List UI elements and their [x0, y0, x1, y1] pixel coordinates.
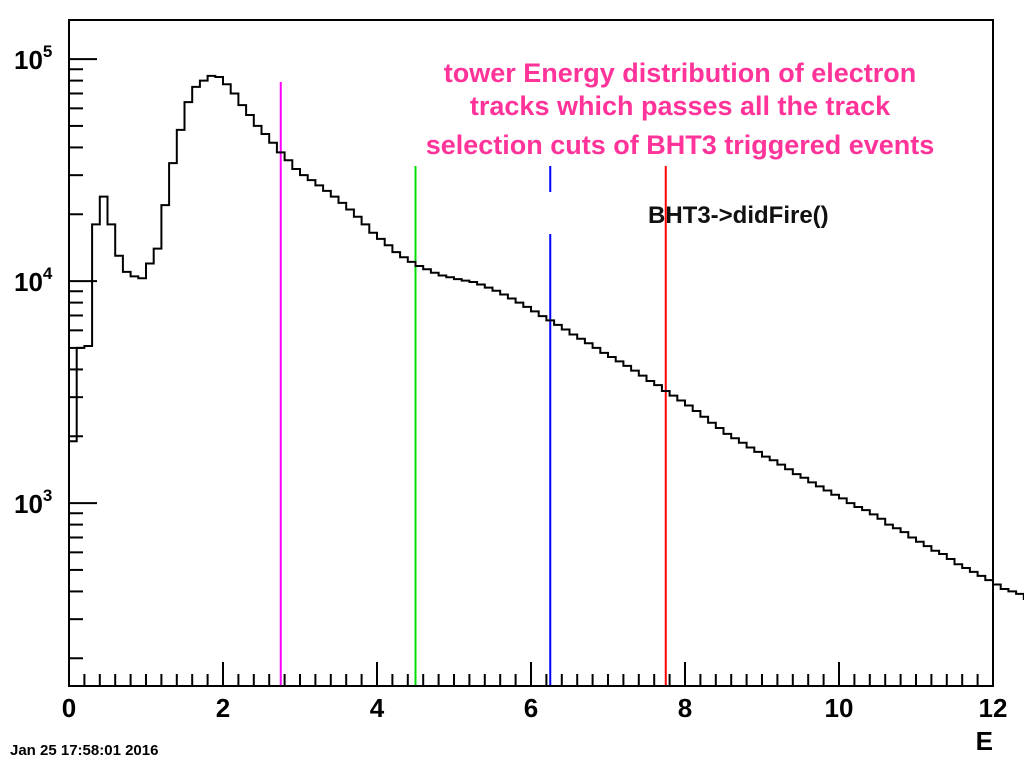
title-line-2: tracks which passes all the track	[470, 91, 891, 121]
timestamp: Jan 25 17:58:01 2016	[10, 742, 159, 759]
annotation-text: BHT3->didFire()	[648, 202, 829, 229]
axis-ticks	[68, 58, 994, 686]
cut-lines	[279, 82, 667, 686]
y-tick-labels: 103 104 105	[14, 42, 53, 519]
y-tick-label: 105	[14, 42, 52, 75]
x-tick-label: 8	[678, 693, 692, 723]
x-axis-label: E	[976, 726, 993, 756]
x-tick-label: 10	[825, 693, 854, 723]
x-tick-label: 0	[62, 693, 76, 723]
cut-line-gap	[547, 192, 554, 234]
title-line-3: selection cuts of BHT3 triggered events	[426, 130, 935, 160]
plot-frame	[68, 19, 994, 687]
x-tick-label: 4	[370, 693, 385, 723]
y-tick-label: 104	[14, 264, 53, 297]
y-tick-label: 103	[14, 486, 52, 519]
x-tick-label: 6	[524, 693, 538, 723]
x-tick-label: 12	[979, 693, 1008, 723]
x-tick-labels: 0 2 4 6 8 10 12	[62, 693, 1008, 723]
x-tick-label: 2	[216, 693, 230, 723]
title-line-1: tower Energy distribution of electron	[444, 58, 917, 88]
histogram-line	[69, 74, 1024, 600]
chart-title: tower Energy distribution of electrontra…	[426, 58, 935, 160]
